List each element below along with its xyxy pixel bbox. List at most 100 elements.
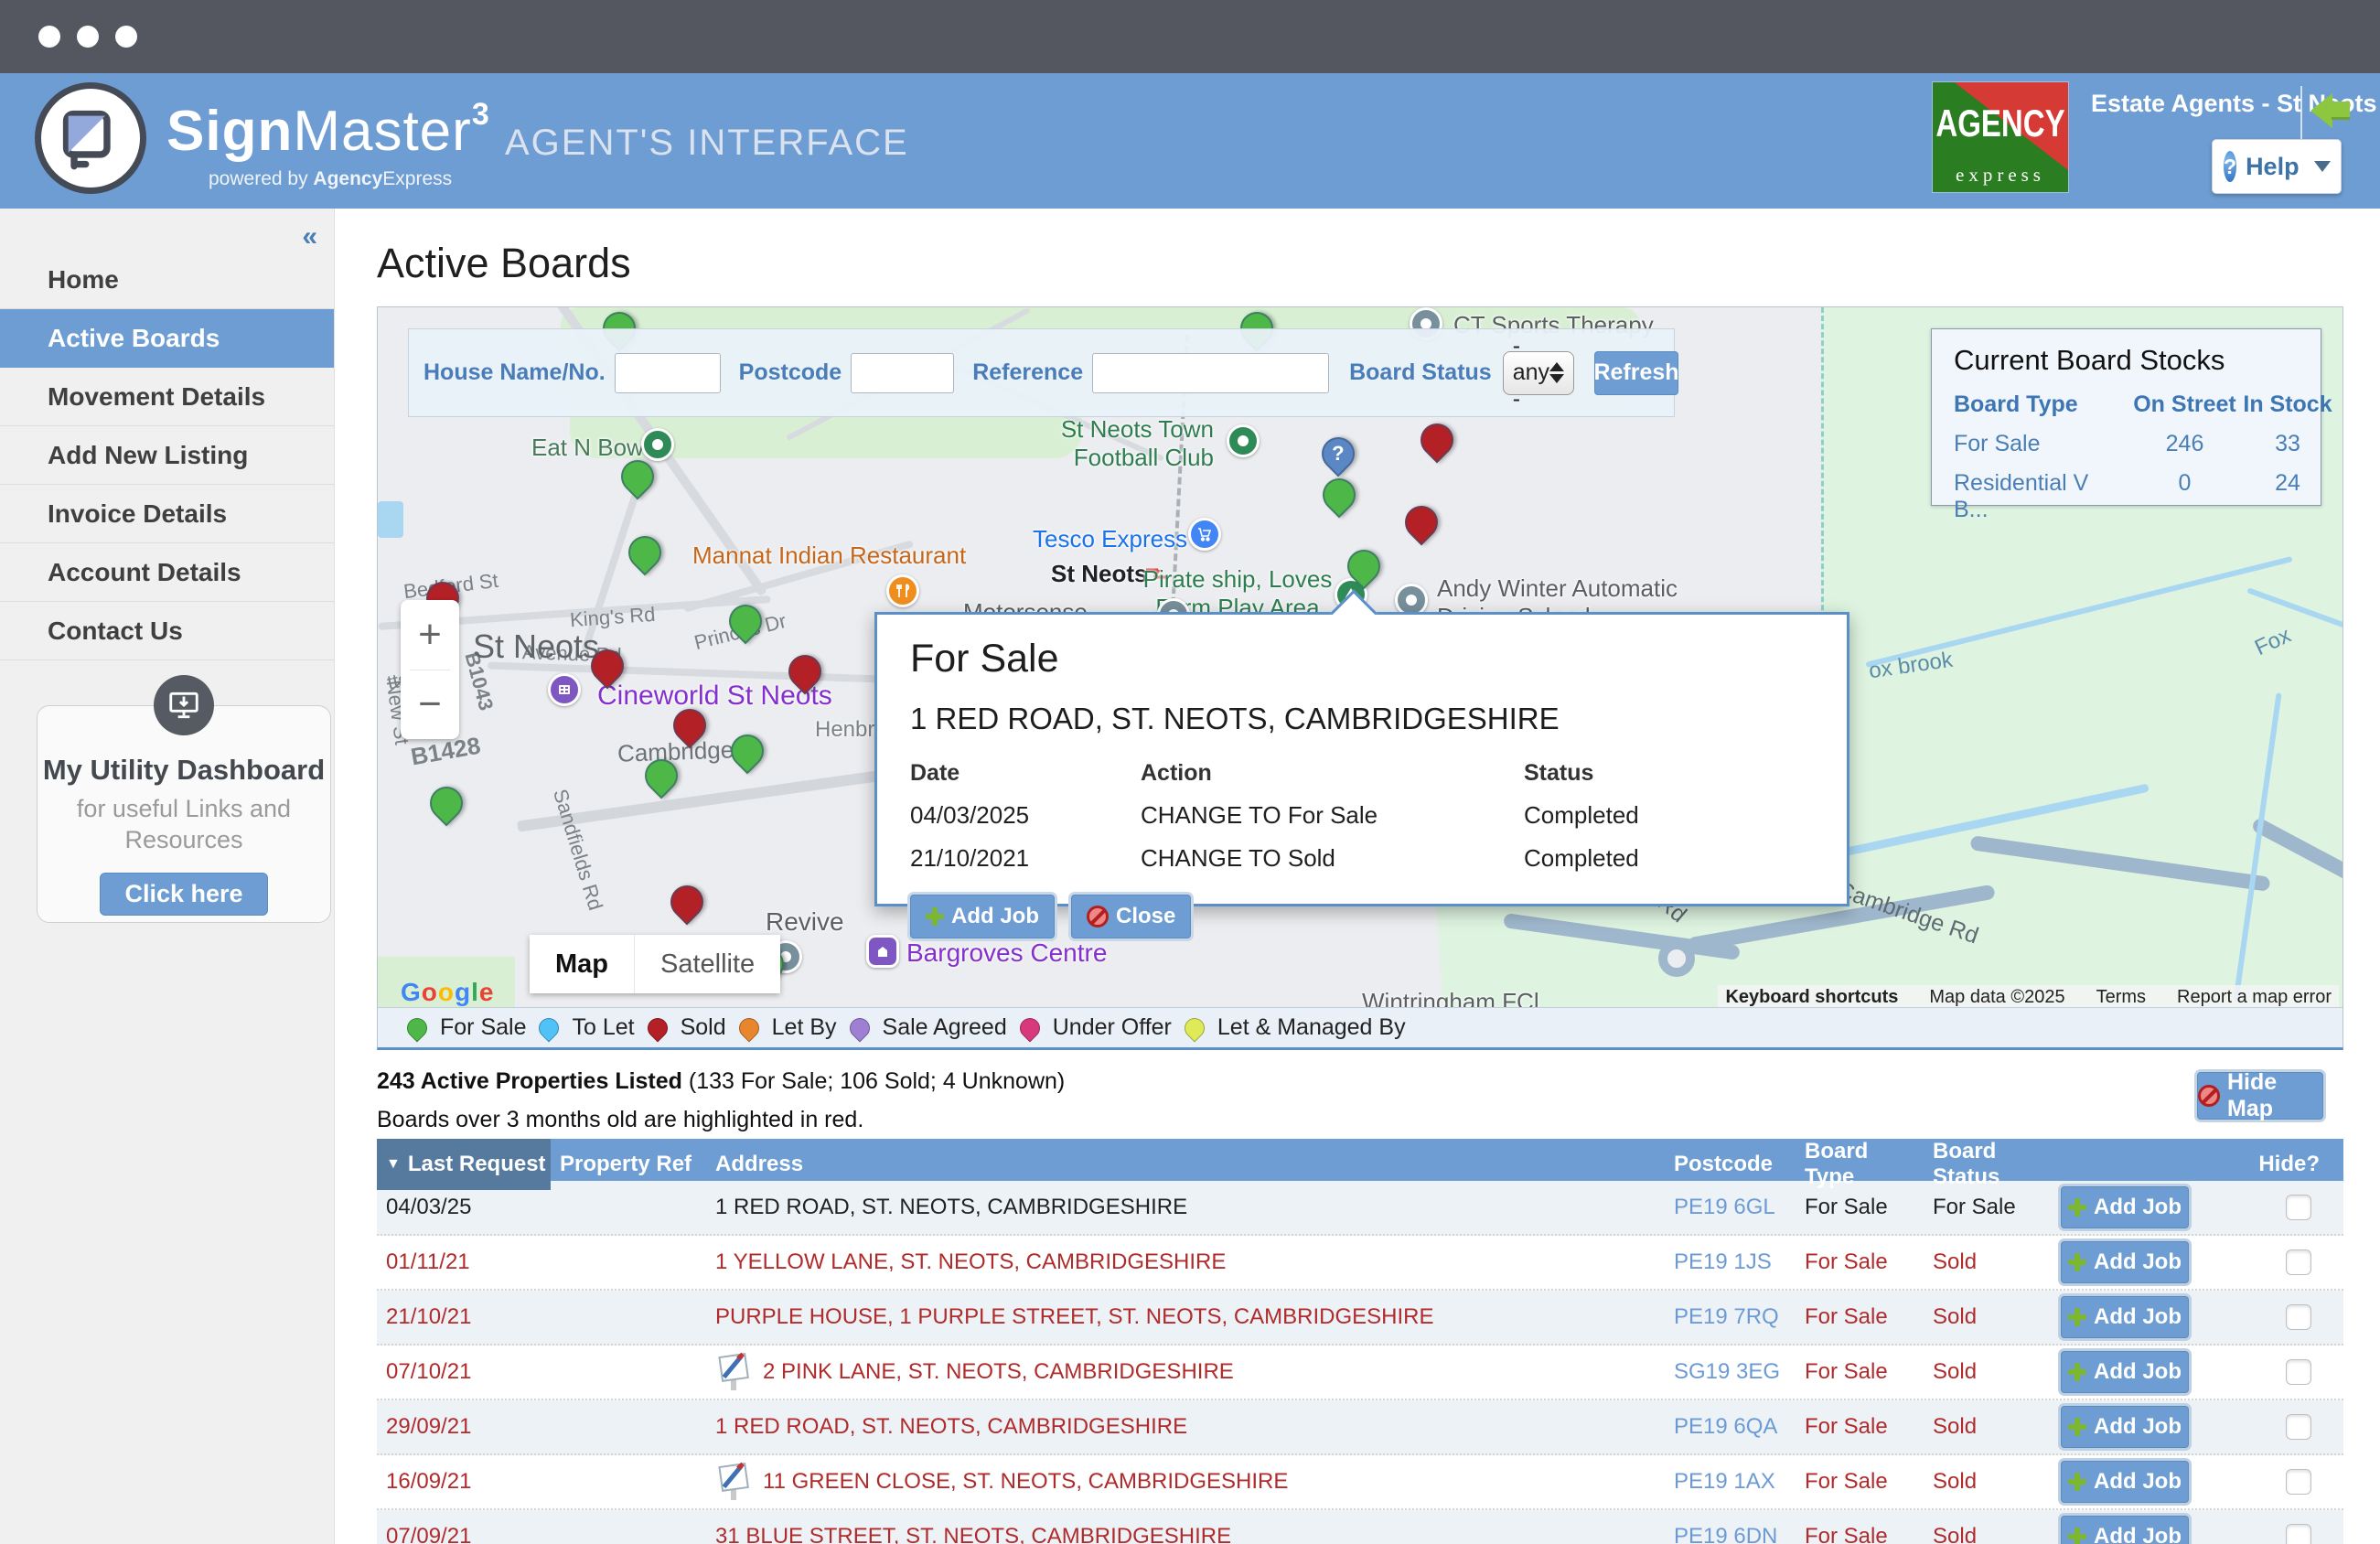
poi-label[interactable]: Revive — [766, 907, 844, 937]
map-pin-for-sale[interactable] — [1316, 472, 1363, 519]
restaurant-poi-icon[interactable] — [641, 428, 674, 461]
add-job-button[interactable]: Add Job — [2061, 1461, 2189, 1503]
legend-label: Let By — [772, 1014, 837, 1041]
map-attribution: Keyboard shortcuts Map data ©2025 Terms … — [1718, 985, 2339, 1007]
terms-link[interactable]: Terms — [2096, 987, 2146, 1007]
sidebar-item-active-boards[interactable]: Active Boards — [0, 309, 334, 368]
hide-checkbox[interactable] — [2286, 1249, 2311, 1275]
map-canvas[interactable]: King's Rd Avenue Rd Princes Dr B1043 B14… — [378, 307, 2342, 1007]
postcode-input[interactable] — [851, 353, 954, 393]
google-logo[interactable]: Google — [401, 978, 494, 1007]
poi-label[interactable]: Mannat Indian Restaurant — [692, 541, 966, 570]
stocks-row-type[interactable]: Residential V B... — [1954, 470, 2128, 523]
stocks-row-type[interactable]: For Sale — [1954, 431, 2128, 457]
hide-checkbox[interactable] — [2286, 1195, 2311, 1220]
zoom-in-button[interactable]: + — [401, 600, 459, 670]
hide-checkbox[interactable] — [2286, 1359, 2311, 1385]
window-dot-icon[interactable] — [115, 26, 137, 48]
cell-board-type: For Sale — [1796, 1304, 1924, 1330]
refresh-button[interactable]: Refresh — [1594, 351, 1678, 395]
sidebar-item-invoice-details[interactable]: Invoice Details — [0, 485, 334, 543]
shopping-cart-poi-icon[interactable] — [1188, 518, 1221, 551]
hide-checkbox[interactable] — [2286, 1414, 2311, 1440]
hide-checkbox[interactable] — [2286, 1304, 2311, 1330]
cell-board-type: For Sale — [1796, 1249, 1924, 1275]
legend-label: For Sale — [440, 1014, 526, 1041]
cell-board-type: For Sale — [1796, 1195, 1924, 1220]
community-centre-poi-icon[interactable] — [866, 935, 899, 968]
help-button[interactable]: ? Help — [2212, 139, 2342, 194]
legend-label: Under Offer — [1053, 1014, 1172, 1041]
map-pin-sold[interactable] — [1414, 417, 1461, 464]
cell-postcode-link[interactable]: PE19 6QA — [1665, 1414, 1796, 1440]
keyboard-shortcuts-link[interactable]: Keyboard shortcuts — [1725, 987, 1898, 1007]
map-type-satellite-button[interactable]: Satellite — [634, 935, 780, 993]
map-pin-for-sale[interactable] — [622, 530, 669, 576]
add-job-button[interactable]: Add Job — [2061, 1186, 2189, 1228]
cinema-poi-icon[interactable] — [548, 673, 581, 706]
house-name-input[interactable] — [615, 353, 721, 393]
cell-postcode-link[interactable]: PE19 7RQ — [1665, 1304, 1796, 1330]
window-dot-icon[interactable] — [38, 26, 60, 48]
sidebar-item-account-details[interactable]: Account Details — [0, 543, 334, 602]
board-status-select[interactable]: - any - — [1503, 351, 1574, 395]
cell-postcode-link[interactable]: SG19 3EG — [1665, 1359, 1796, 1385]
map-pin-unknown[interactable]: ? — [1315, 431, 1362, 477]
cell-board-status: Sold — [1924, 1359, 2061, 1385]
hide-checkbox[interactable] — [2286, 1469, 2311, 1495]
cell-board-type: For Sale — [1796, 1524, 1924, 1544]
map-pin-sold[interactable] — [664, 879, 711, 926]
cell-postcode-link[interactable]: PE19 1AX — [1665, 1469, 1796, 1495]
add-job-button[interactable]: Add Job — [2061, 1296, 2189, 1338]
header-board-status[interactable]: Board Status — [1924, 1139, 2061, 1190]
legend-pin-let-by-icon — [734, 1013, 763, 1042]
map-pin-for-sale[interactable] — [724, 728, 771, 775]
zoom-out-button[interactable]: − — [401, 670, 459, 740]
sidebar-item-movement-details[interactable]: Movement Details — [0, 368, 334, 426]
map-pin-sold[interactable] — [1399, 499, 1445, 546]
sidebar-item-contact-us[interactable]: Contact Us — [0, 602, 334, 660]
football-club-poi-icon[interactable] — [1227, 424, 1260, 457]
cell-board-status: Sold — [1924, 1469, 2061, 1495]
help-label: Help — [2246, 153, 2300, 181]
hide-checkbox[interactable] — [2286, 1524, 2311, 1544]
poi-label[interactable]: Eat N Bowl — [531, 434, 649, 462]
popup-close-button[interactable]: Close — [1071, 895, 1191, 938]
cell-postcode-link[interactable]: PE19 1JS — [1665, 1249, 1796, 1275]
station-label[interactable]: St Neots — [1051, 560, 1147, 588]
popup-add-job-button[interactable]: Add Job — [910, 895, 1055, 938]
map-type-map-button[interactable]: Map — [530, 935, 634, 993]
click-here-button[interactable]: Click here — [100, 873, 267, 916]
map-pin-for-sale[interactable] — [423, 780, 470, 827]
header-property-ref[interactable]: Property Ref — [551, 1152, 706, 1177]
header-postcode[interactable]: Postcode — [1665, 1152, 1796, 1177]
report-error-link[interactable]: Report a map error — [2177, 987, 2332, 1007]
stocks-row-onstreet: 0 — [2128, 470, 2242, 523]
add-job-button[interactable]: Add Job — [2061, 1406, 2189, 1448]
poi-label[interactable]: St Neots TownFootball Club — [1058, 415, 1214, 472]
back-arrow-icon[interactable] — [2310, 93, 2353, 128]
header-hide[interactable]: Hide? — [2207, 1152, 2343, 1177]
add-job-button[interactable]: Add Job — [2061, 1351, 2189, 1393]
legend-label: Sale Agreed — [883, 1014, 1007, 1041]
restaurant-poi-icon[interactable] — [886, 574, 919, 607]
poi-label[interactable]: Wintringham FCl — [1362, 988, 1539, 1007]
header-board-type[interactable]: Board Type — [1796, 1139, 1924, 1190]
cell-postcode-link[interactable]: PE19 6GL — [1665, 1195, 1796, 1220]
table-row: 16/09/21 11 GREEN CLOSE, ST. NEOTS, CAMB… — [377, 1455, 2343, 1510]
poi-label[interactable]: Henbr — [815, 717, 874, 743]
header-address[interactable]: Address — [706, 1152, 1665, 1177]
sidebar-collapse-icon[interactable]: « — [302, 221, 317, 252]
poi-label[interactable]: Bargroves Centre — [906, 938, 1107, 968]
poi-label[interactable]: Tesco Express — [1033, 525, 1187, 553]
header-last-request[interactable]: ▼Last Request — [377, 1139, 551, 1190]
hide-map-button[interactable]: Hide Map — [2197, 1072, 2323, 1120]
reference-input[interactable] — [1092, 353, 1329, 393]
sidebar-item-add-new-listing[interactable]: Add New Listing — [0, 426, 334, 485]
sidebar-item-home[interactable]: Home — [0, 251, 334, 309]
cell-postcode-link[interactable]: PE19 6DN — [1665, 1524, 1796, 1544]
add-job-button[interactable]: Add Job — [2061, 1516, 2189, 1544]
plus-icon — [2068, 1528, 2086, 1544]
add-job-button[interactable]: Add Job — [2061, 1241, 2189, 1283]
window-dot-icon[interactable] — [77, 26, 99, 48]
